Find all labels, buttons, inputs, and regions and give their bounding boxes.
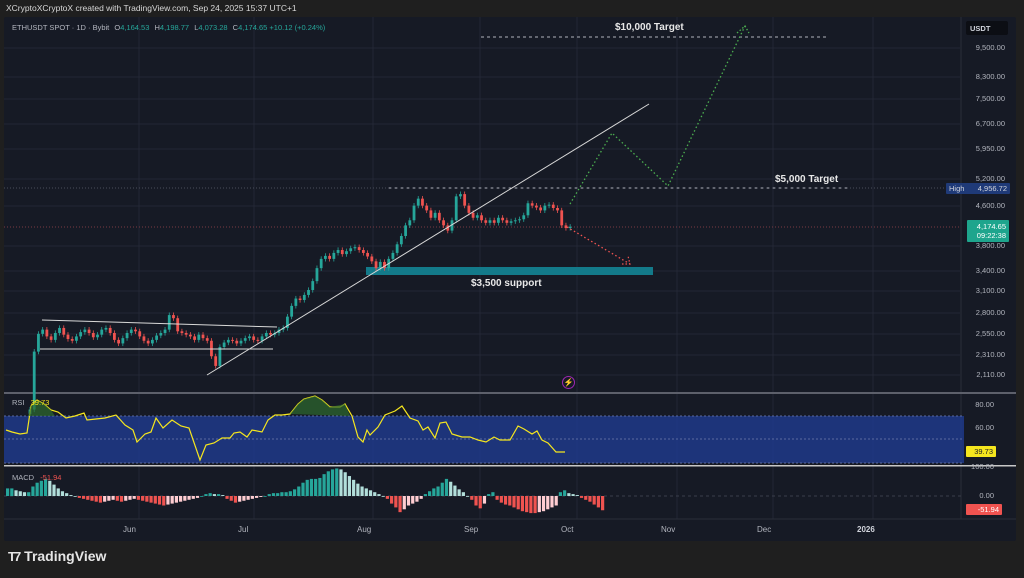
price-tick-label: 3,100.00 [975, 286, 1005, 295]
time-tick-label: Jun [123, 525, 136, 534]
macd-tick-label: 0.00 [979, 491, 994, 500]
price-tick-label: 3,400.00 [975, 266, 1005, 275]
price-tick-label: 5,200.00 [975, 174, 1005, 183]
rsi-tick-label: 80.00 [975, 400, 994, 409]
lightning-event-icon[interactable]: ⚡ [562, 376, 575, 389]
annotation-5k-target[interactable]: $5,000 Target [775, 174, 839, 185]
rsi-pane-label: RSI 39.73 [12, 398, 50, 407]
chart-canvas[interactable] [4, 17, 1016, 541]
time-tick-label: Jul [238, 525, 249, 534]
price-tick-label: 2,550.00 [975, 329, 1005, 338]
macd-pane-label: MACD -51.94 [12, 473, 62, 482]
tradingview-logo[interactable]: T7 TradingView [8, 548, 106, 564]
price-tick-label: 4,600.00 [975, 201, 1005, 210]
bar-countdown: 09:22:38 [976, 231, 1006, 240]
macd-value: -51.94 [40, 473, 62, 482]
price-tick-label: 7,500.00 [975, 94, 1005, 103]
chart-container[interactable]: ETHUSDT SPOT · 1D · Bybit O4,164.53 H4,1… [4, 17, 1016, 541]
rsi-value-tag: 39.73 [966, 446, 996, 457]
price-tick-label: 2,800.00 [975, 308, 1005, 317]
price-tick-label: 6,700.00 [975, 119, 1005, 128]
open-value: 4,164.53 [120, 23, 150, 32]
time-tick-label: 2026 [857, 525, 875, 534]
time-tick-label: Sep [464, 525, 479, 534]
rsi-tick-label: 60.00 [975, 423, 994, 432]
price-tick-label: 3,800.00 [975, 241, 1005, 250]
symbol-name[interactable]: ETHUSDT SPOT · 1D · Bybit [12, 23, 110, 32]
time-tick-label: Oct [561, 525, 574, 534]
high-price-tag: High 4,956.72 [946, 183, 1010, 194]
currency-selector[interactable]: USDT [966, 21, 1008, 35]
time-tick-label: Dec [757, 525, 772, 534]
macd-value-tag: -51.94 [966, 504, 1002, 515]
price-tick-label: 5,950.00 [975, 144, 1005, 153]
macd-tick-label: 100.00 [971, 462, 994, 471]
close-value: 4,174.65 [238, 23, 268, 32]
brand-name: TradingView [24, 548, 107, 564]
time-tick-label: Aug [357, 525, 372, 534]
price-tick-label: 8,300.00 [975, 72, 1005, 81]
chart-caption: XCryptoXCryptoX created with TradingView… [6, 3, 297, 13]
low-value: 4,073.28 [198, 23, 228, 32]
annotation-support[interactable]: $3,500 support [471, 278, 542, 289]
tradingview-logo-icon: T7 [8, 548, 21, 564]
annotation-10k-target[interactable]: $10,000 Target [615, 22, 684, 33]
price-tick-label: 2,110.00 [976, 370, 1005, 379]
price-tick-label: 2,310.00 [975, 350, 1005, 359]
high-value: 4,198.77 [159, 23, 190, 32]
last-price: 4,174.65 [976, 222, 1006, 231]
time-tick-label: Nov [661, 525, 676, 534]
price-tick-label: 9,500.00 [975, 43, 1005, 52]
rsi-value: 39.73 [30, 398, 50, 407]
change-value: +10.12 (+0.24%) [269, 23, 326, 32]
symbol-legend: ETHUSDT SPOT · 1D · Bybit O4,164.53 H4,1… [12, 23, 326, 32]
last-price-tag: 4,174.65 09:22:38 [967, 220, 1009, 242]
